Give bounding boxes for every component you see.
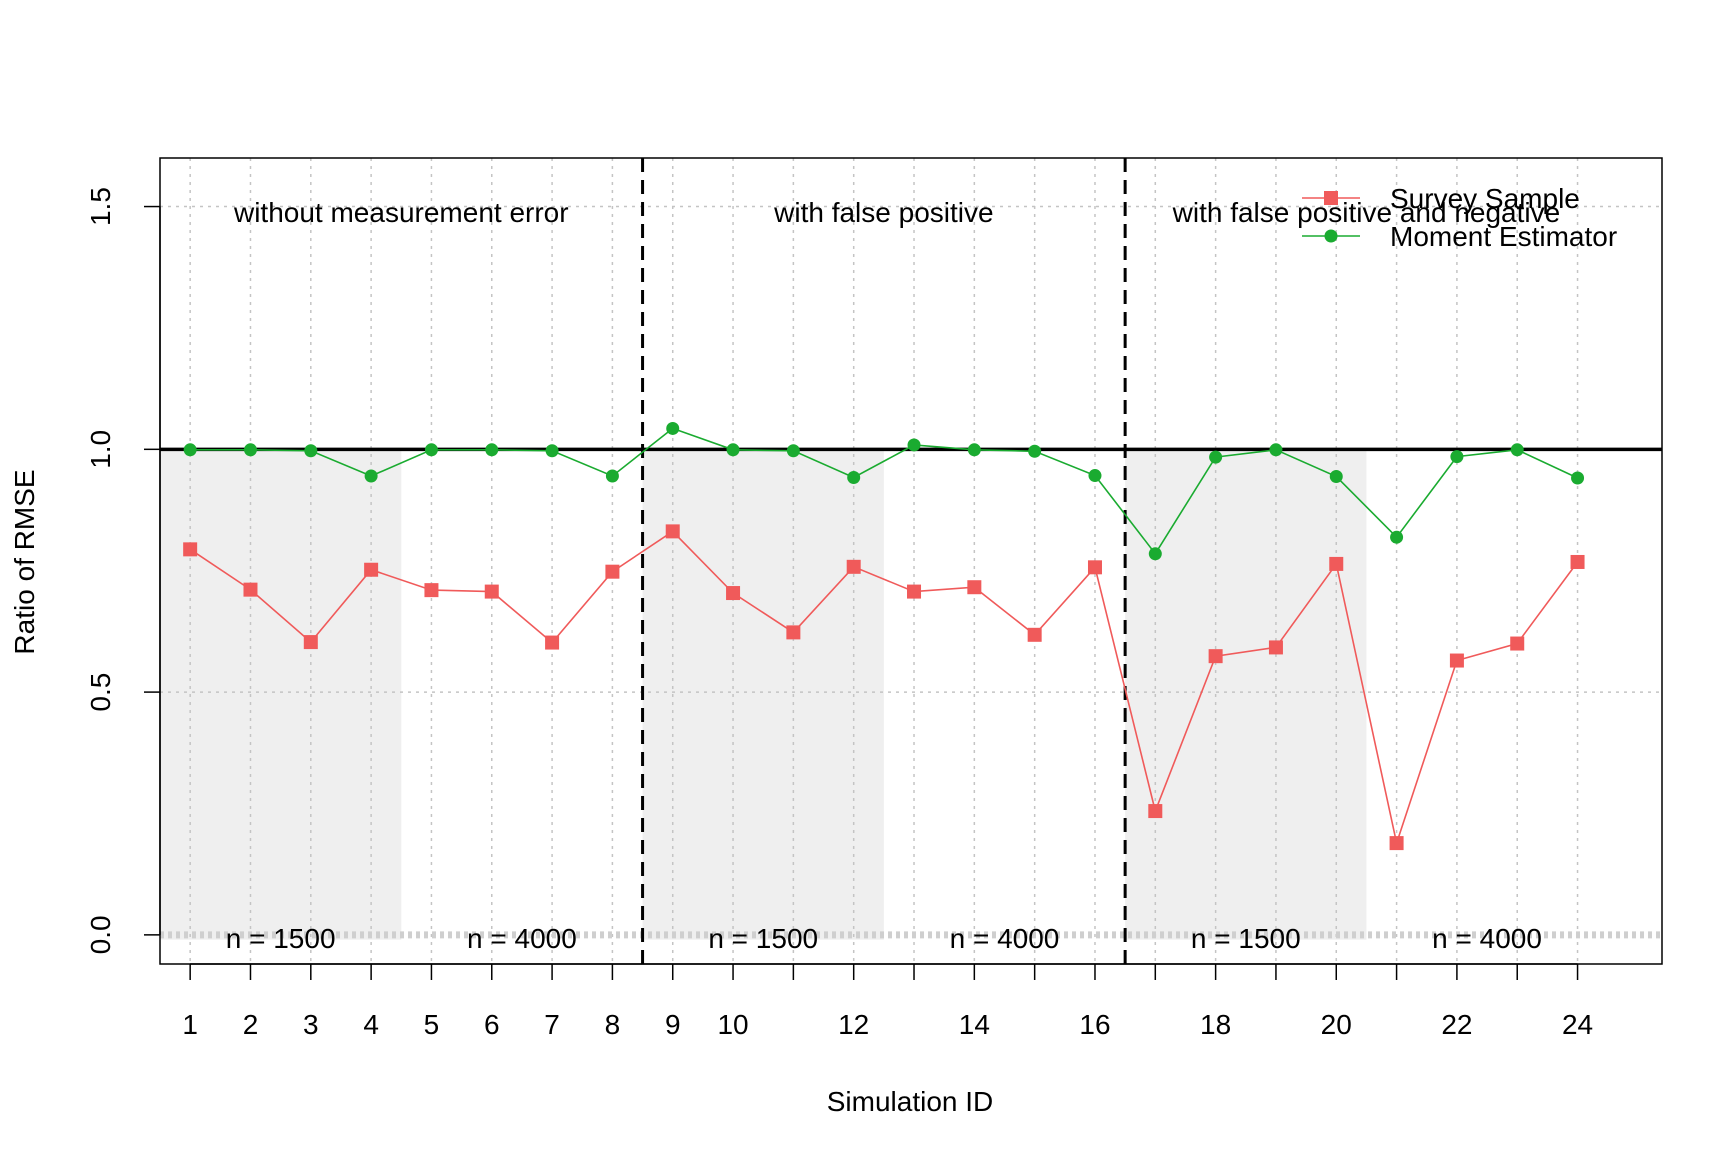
shaded-region-1 (160, 449, 402, 940)
point-survey-sample-24 (1570, 554, 1585, 569)
point-moment-estimator-1 (183, 443, 197, 457)
x-tick-label-5: 5 (424, 1009, 440, 1040)
point-survey-sample-8 (605, 564, 620, 579)
shaded-region-2 (642, 449, 884, 940)
group-label-3: n = 1500 (708, 923, 818, 954)
y-tick-label-2: 1.0 (85, 430, 116, 469)
series-line-moment-estimator (190, 427, 1578, 556)
series-markers (183, 421, 1585, 851)
point-survey-sample-1 (183, 542, 198, 557)
y-tick-label-3: 1.5 (85, 187, 116, 226)
point-survey-sample-21 (1389, 836, 1404, 851)
y-tick-label-1: 0.5 (85, 673, 116, 712)
x-axis: 1 2 3 4 5 6 7 8 9 10 12 14 16 18 20 22 24 (182, 963, 1593, 1040)
point-moment-estimator-4 (364, 469, 378, 483)
point-survey-sample-19 (1268, 640, 1283, 655)
point-survey-sample-12 (846, 559, 861, 574)
group-label-1: n = 1500 (226, 923, 336, 954)
y-axis-label: Ratio of RMSE (9, 469, 40, 654)
section-label-2: with false positive (773, 197, 993, 228)
point-survey-sample-11 (786, 625, 801, 640)
x-tick-label-8: 8 (605, 1009, 621, 1040)
series-lines (189, 427, 1579, 847)
point-moment-estimator-24 (1571, 471, 1585, 485)
point-moment-estimator-20 (1329, 470, 1343, 484)
x-tick-label-6: 6 (484, 1009, 500, 1040)
x-tick-label-16: 16 (1079, 1009, 1110, 1040)
x-tick-label-24: 24 (1562, 1009, 1593, 1040)
point-survey-sample-23 (1510, 636, 1525, 651)
point-moment-estimator-7 (545, 444, 559, 458)
point-moment-estimator-12 (847, 470, 861, 484)
x-tick-label-1: 1 (182, 1009, 198, 1040)
point-survey-sample-20 (1329, 556, 1344, 571)
x-tick-label-22: 22 (1441, 1009, 1472, 1040)
x-axis-label: Simulation ID (827, 1086, 994, 1117)
point-moment-estimator-21 (1390, 530, 1404, 544)
point-survey-sample-22 (1449, 653, 1464, 668)
point-moment-estimator-3 (304, 444, 318, 458)
point-moment-estimator-18 (1209, 450, 1223, 464)
point-survey-sample-17 (1148, 804, 1163, 819)
point-survey-sample-16 (1087, 560, 1102, 575)
group-label-2: n = 4000 (467, 923, 577, 954)
group-labels: n = 1500 n = 4000 n = 1500 n = 4000 n = 1500… (226, 923, 1542, 954)
point-moment-estimator-15 (1028, 444, 1042, 458)
x-tick-label-3: 3 (303, 1009, 319, 1040)
point-moment-estimator-14 (967, 443, 981, 457)
point-moment-estimator-11 (786, 444, 800, 458)
x-tick-label-20: 20 (1321, 1009, 1352, 1040)
point-moment-estimator-10 (726, 443, 740, 457)
x-tick-label-4: 4 (363, 1009, 379, 1040)
point-survey-sample-6 (484, 584, 499, 599)
point-moment-estimator-8 (605, 469, 619, 483)
y-axis: 0.0 0.5 1.0 1.5 (85, 187, 161, 954)
point-moment-estimator-9 (666, 421, 680, 435)
point-survey-sample-13 (907, 584, 922, 599)
shaded-regions (160, 449, 1367, 940)
point-moment-estimator-19 (1269, 443, 1283, 457)
point-survey-sample-18 (1208, 649, 1223, 664)
legend-marker-moment-estimator (1324, 229, 1338, 243)
group-label-4: n = 4000 (950, 923, 1060, 954)
point-survey-sample-10 (726, 586, 741, 601)
point-moment-estimator-13 (907, 438, 921, 452)
x-tick-label-12: 12 (838, 1009, 869, 1040)
point-survey-sample-15 (1027, 627, 1042, 642)
point-moment-estimator-2 (243, 443, 257, 457)
point-survey-sample-3 (303, 635, 318, 650)
point-moment-estimator-17 (1148, 547, 1162, 561)
section-label-3: with false positive and negative (1172, 197, 1561, 228)
point-survey-sample-9 (665, 524, 680, 539)
x-tick-label-7: 7 (544, 1009, 560, 1040)
x-tick-label-9: 9 (665, 1009, 681, 1040)
point-survey-sample-4 (364, 562, 379, 577)
point-survey-sample-2 (243, 582, 258, 597)
group-label-6: n = 4000 (1432, 923, 1542, 954)
point-survey-sample-14 (967, 580, 982, 595)
legend: Survey Sample Moment Estimator (1302, 183, 1617, 252)
legend-marker-survey-sample (1324, 191, 1338, 205)
point-moment-estimator-6 (485, 443, 499, 457)
section-labels: without measurement error with false posi… (233, 197, 1560, 228)
x-tick-label-2: 2 (243, 1009, 259, 1040)
shaded-region-3 (1125, 449, 1367, 940)
point-moment-estimator-5 (424, 443, 438, 457)
point-moment-estimator-22 (1450, 450, 1464, 464)
point-moment-estimator-16 (1088, 469, 1102, 483)
legend-label-survey-sample: Survey Sample (1390, 183, 1580, 214)
section-label-1: without measurement error (233, 197, 569, 228)
x-tick-label-10: 10 (717, 1009, 748, 1040)
y-tick-label-0: 0.0 (85, 915, 116, 954)
group-label-5: n = 1500 (1191, 923, 1301, 954)
series-line-survey-sample (189, 530, 1579, 847)
x-tick-label-18: 18 (1200, 1009, 1231, 1040)
point-survey-sample-7 (545, 635, 560, 650)
x-tick-label-14: 14 (959, 1009, 990, 1040)
point-survey-sample-5 (424, 583, 439, 598)
legend-label-moment-estimator: Moment Estimator (1390, 221, 1617, 252)
section-dividers (641, 158, 1127, 964)
point-moment-estimator-23 (1510, 443, 1524, 457)
